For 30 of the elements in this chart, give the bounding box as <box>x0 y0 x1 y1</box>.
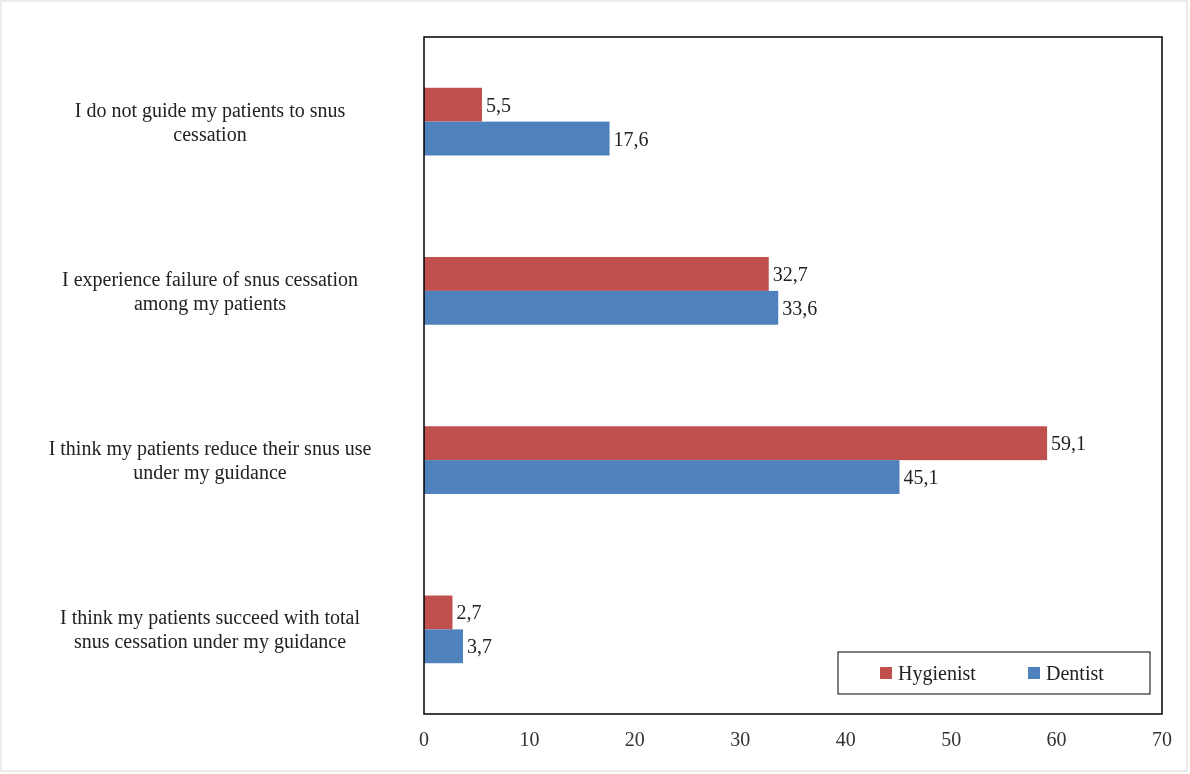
data-label: 33,6 <box>782 296 818 319</box>
data-label: 59,1 <box>1051 432 1087 455</box>
x-tick-label: 10 <box>519 728 540 750</box>
bar <box>424 595 453 630</box>
y-tick-label: I think my patients reduce their snus use under my guidance <box>48 437 372 485</box>
bar <box>424 290 779 325</box>
legend-label: Hygienist <box>898 662 977 685</box>
data-label: 32,7 <box>772 262 808 285</box>
x-tick-label: 30 <box>730 728 751 750</box>
x-tick-label: 50 <box>941 728 962 750</box>
bar <box>424 87 482 122</box>
x-tick-label: 60 <box>1046 728 1067 750</box>
y-tick-label: I do not guide my patients to snus cessation <box>74 98 346 145</box>
y-tick-label: I experience failure of snus cessation among my patients <box>62 267 358 315</box>
bar <box>424 426 1048 461</box>
legend-label: Dentist <box>1046 662 1105 684</box>
x-tick-label: 40 <box>835 728 856 750</box>
data-label: 5,5 <box>485 93 511 116</box>
data-label: 17,6 <box>613 127 649 150</box>
x-tick-label: 0 <box>419 728 429 750</box>
bar <box>424 460 900 494</box>
x-tick-label: 20 <box>624 728 645 750</box>
x-tick-label: 70 <box>1152 728 1172 750</box>
bar <box>424 629 464 664</box>
data-label: 3,7 <box>467 635 493 658</box>
data-label: 45,1 <box>903 466 939 489</box>
data-label: 2,7 <box>456 601 482 624</box>
bar <box>424 121 610 156</box>
y-tick-label: I think my patients succeed with total snus cessation under my guidance <box>60 606 361 654</box>
bar <box>424 257 769 291</box>
